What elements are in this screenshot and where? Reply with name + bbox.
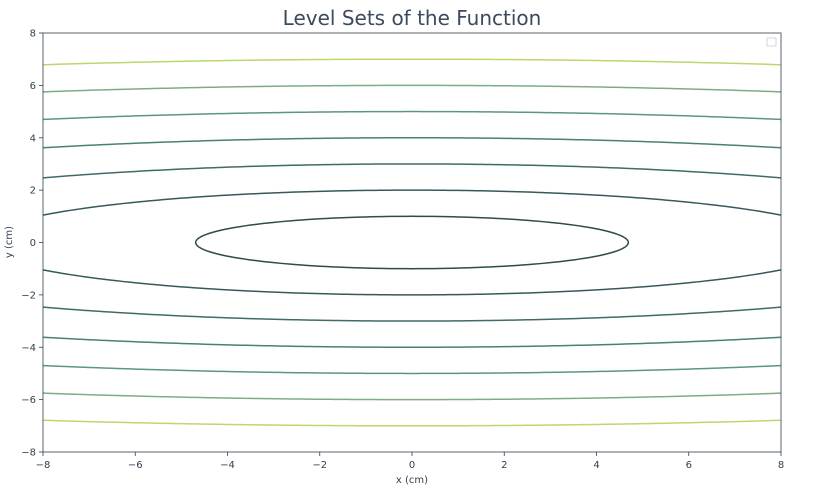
contour-lines: [42, 58, 782, 427]
plot-frame: [42, 32, 782, 453]
y-tick-label: 4: [30, 133, 36, 144]
contour-level-25: [42, 110, 782, 375]
y-tick-label: 0: [30, 238, 36, 249]
x-tick-label: 4: [593, 460, 599, 471]
y-tick-label: −2: [21, 290, 36, 301]
contour-level-9: [42, 163, 782, 322]
plot-area: [42, 32, 782, 453]
contour-level-49: [42, 58, 782, 427]
contour-level-36: [42, 84, 782, 401]
x-tick-label: 6: [686, 460, 692, 471]
contour-level-4: [42, 189, 782, 296]
x-axis-ticks: −8 −6 −4 −2 0 2 4 6 8: [36, 452, 784, 471]
contour-level-16: [42, 137, 782, 348]
contour-level-1: [194, 215, 630, 270]
x-axis-label: x (cm): [396, 475, 428, 486]
y-tick-label: 2: [30, 186, 36, 197]
x-tick-label: 8: [778, 460, 784, 471]
x-tick-label: −2: [312, 460, 327, 471]
y-tick-label: 6: [30, 81, 36, 92]
x-tick-label: 2: [501, 460, 507, 471]
x-tick-label: −6: [128, 460, 143, 471]
x-tick-label: −4: [220, 460, 235, 471]
x-tick-label: −8: [36, 460, 51, 471]
y-axis-label: y (cm): [4, 226, 15, 258]
legend-box: [766, 37, 777, 47]
y-tick-label: −6: [21, 395, 36, 406]
y-axis-ticks: −8 −6 −4 −2 0 2 4 6 8: [21, 29, 43, 459]
y-tick-label: −8: [21, 448, 36, 459]
y-tick-label: −4: [21, 343, 36, 354]
y-tick-label: 8: [30, 29, 36, 40]
chart-title: Level Sets of the Function: [283, 6, 542, 30]
x-tick-label: 0: [409, 460, 415, 471]
